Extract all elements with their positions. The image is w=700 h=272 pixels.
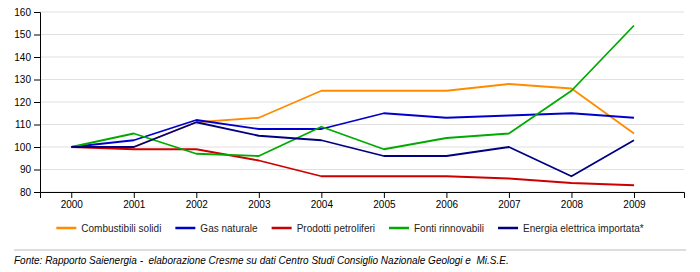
legend-label: Combustibili solidi — [81, 223, 161, 234]
x-tick: 2006 — [436, 192, 459, 210]
y-tick-label: 130 — [14, 74, 31, 85]
x-tick-label: 2002 — [186, 199, 209, 210]
x-tick: 2003 — [248, 192, 271, 210]
x-tick-mark — [259, 192, 260, 198]
x-tick-label: 2006 — [436, 199, 459, 210]
y-tick: 110 — [15, 119, 40, 130]
y-axis-line — [34, 13, 41, 193]
y-tick-label: 90 — [20, 164, 32, 175]
y-tick: 100 — [14, 142, 40, 153]
grid-line — [40, 124, 684, 125]
y-tick-label: 80 — [20, 187, 32, 198]
plot: 2000 2001 2002 2003 2004 2005 2006 2007 2008 2009… — [14, 7, 684, 210]
grid-line — [40, 169, 684, 170]
x-tick-label: 2000 — [61, 199, 84, 210]
y-tick-mark — [34, 102, 40, 103]
legend-item: Energia elettrica importata* — [498, 223, 644, 234]
x-tick-label: 2003 — [248, 199, 271, 210]
x-tick: 2009 — [623, 192, 646, 210]
legend-item: Combustibili solidi — [56, 223, 161, 234]
x-axis: 2000 2001 2002 2003 2004 2005 2006 2007 2008 2009 — [41, 192, 685, 210]
legend-item: Prodotti petroliferi — [272, 223, 375, 234]
y-tick-mark — [34, 192, 40, 193]
grid-line — [40, 102, 684, 103]
x-tick-mark — [321, 192, 322, 198]
grid — [40, 12, 684, 192]
y-tick-mark — [34, 35, 40, 36]
y-tick-mark — [34, 147, 40, 148]
x-tick: 2008 — [561, 192, 584, 210]
grid-line — [40, 12, 684, 13]
y-tick-label: 110 — [15, 119, 31, 130]
x-tick: 2005 — [373, 192, 396, 210]
y-tick: 120 — [14, 97, 40, 108]
y-tick: 90 — [20, 164, 40, 175]
grid-line — [40, 34, 684, 35]
x-tick-label: 2005 — [373, 199, 396, 210]
legend-swatch — [389, 227, 409, 230]
y-tick-mark — [34, 125, 40, 126]
grid-line — [40, 79, 684, 80]
x-tick-mark — [571, 192, 572, 198]
x-tick-label: 2007 — [498, 199, 521, 210]
x-tick: 2007 — [498, 192, 521, 210]
x-tick-mark — [134, 192, 135, 198]
x-tick: 2001 — [123, 192, 146, 210]
x-tick-label: 2009 — [623, 199, 646, 210]
x-tick-mark — [384, 192, 385, 198]
legend-label: Prodotti petroliferi — [297, 223, 375, 234]
legend-swatch — [56, 227, 76, 230]
x-axis-line — [41, 193, 685, 199]
y-tick-label: 160 — [14, 7, 31, 18]
x-tick-label: 2001 — [123, 199, 146, 210]
legend-label: Gas naturale — [200, 223, 258, 234]
x-tick-mark — [71, 192, 72, 198]
y-tick-label: 140 — [14, 52, 31, 63]
x-tick-label: 2004 — [311, 199, 334, 210]
y-tick-mark — [34, 57, 40, 58]
y-tick: 130 — [14, 74, 40, 85]
y-tick: 80 — [20, 187, 40, 198]
grid-line — [40, 57, 684, 58]
y-tick-mark — [34, 80, 40, 81]
y-tick-label: 150 — [14, 29, 31, 40]
y-tick-label: 120 — [14, 97, 31, 108]
chart: 2000 2001 2002 2003 2004 2005 2006 2007 2008 2009… — [0, 0, 700, 272]
legend-label: Fonti rinnovabili — [414, 223, 484, 234]
x-tick-label: 2008 — [561, 199, 584, 210]
x-tick: 2002 — [186, 192, 209, 210]
footnote-rule — [14, 250, 686, 251]
y-tick-mark — [34, 170, 40, 171]
y-tick-label: 100 — [14, 142, 31, 153]
x-tick-mark — [446, 192, 447, 198]
series-line — [71, 26, 634, 157]
legend-label: Energia elettrica importata* — [523, 223, 644, 234]
x-tick: 2000 — [61, 192, 84, 210]
footnote: Fonte: Rapporto Saienergia - elaborazion… — [14, 255, 509, 266]
series-line — [71, 113, 634, 147]
x-tick: 2004 — [311, 192, 334, 210]
legend-item: Fonti rinnovabili — [389, 223, 484, 234]
x-tick-mark — [196, 192, 197, 198]
x-tick-mark — [509, 192, 510, 198]
legend: Combustibili solidi Gas naturale Prodotti … — [56, 223, 643, 234]
y-tick: 140 — [14, 52, 40, 63]
legend-swatch — [175, 227, 195, 230]
series-group — [71, 26, 634, 186]
legend-swatch — [498, 227, 518, 230]
series-line — [71, 122, 634, 176]
legend-item: Gas naturale — [175, 223, 258, 234]
y-tick: 150 — [14, 29, 40, 40]
y-tick-mark — [34, 12, 40, 13]
legend-swatch — [272, 227, 292, 230]
x-tick-mark — [634, 192, 635, 198]
y-axis: 80 90 100 110 120 130 140 150 160 — [14, 7, 40, 198]
y-tick: 160 — [14, 7, 40, 18]
